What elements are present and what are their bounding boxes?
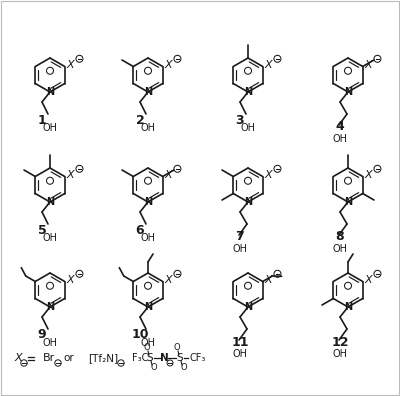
Text: 3: 3 bbox=[236, 114, 244, 126]
Text: X: X bbox=[165, 60, 172, 70]
Text: X: X bbox=[165, 170, 172, 180]
Text: N: N bbox=[344, 302, 352, 312]
Text: OH: OH bbox=[42, 233, 58, 243]
Text: X: X bbox=[365, 275, 372, 285]
Text: N: N bbox=[46, 302, 54, 312]
Text: OH: OH bbox=[140, 338, 156, 348]
Text: N: N bbox=[144, 87, 152, 97]
Text: 2: 2 bbox=[136, 114, 144, 126]
Text: 7: 7 bbox=[236, 230, 244, 244]
Text: 11: 11 bbox=[231, 335, 249, 348]
Text: OH: OH bbox=[332, 244, 348, 254]
Text: O: O bbox=[181, 364, 187, 373]
Text: Br: Br bbox=[43, 353, 55, 363]
Text: OH: OH bbox=[42, 123, 58, 133]
Text: X: X bbox=[67, 275, 74, 285]
Text: X: X bbox=[165, 275, 172, 285]
Text: S: S bbox=[147, 353, 153, 363]
Text: X: X bbox=[14, 353, 22, 363]
Text: O: O bbox=[144, 343, 150, 352]
Text: N: N bbox=[244, 197, 252, 207]
Text: OH: OH bbox=[232, 244, 248, 254]
Text: X: X bbox=[67, 60, 74, 70]
Text: O: O bbox=[151, 364, 157, 373]
Text: X: X bbox=[265, 275, 272, 285]
Text: CF₃: CF₃ bbox=[190, 353, 206, 363]
Text: OH: OH bbox=[232, 349, 248, 359]
Text: 9: 9 bbox=[38, 329, 46, 341]
Text: OH: OH bbox=[140, 123, 156, 133]
Text: [Tf₂N]: [Tf₂N] bbox=[88, 353, 118, 363]
Text: N: N bbox=[344, 87, 352, 97]
Text: X: X bbox=[365, 60, 372, 70]
Text: 12: 12 bbox=[331, 335, 349, 348]
Text: X: X bbox=[265, 170, 272, 180]
Text: or: or bbox=[64, 353, 74, 363]
Text: O: O bbox=[174, 343, 180, 352]
Text: OH: OH bbox=[332, 349, 348, 359]
Text: 4: 4 bbox=[336, 120, 344, 133]
Text: N: N bbox=[160, 353, 168, 363]
Text: 10: 10 bbox=[131, 329, 149, 341]
Text: N: N bbox=[244, 302, 252, 312]
Text: X: X bbox=[67, 170, 74, 180]
Text: 8: 8 bbox=[336, 230, 344, 244]
Text: N: N bbox=[244, 87, 252, 97]
Text: N: N bbox=[144, 197, 152, 207]
Text: N: N bbox=[46, 197, 54, 207]
Text: OH: OH bbox=[332, 134, 348, 144]
Text: OH: OH bbox=[240, 123, 256, 133]
Text: 5: 5 bbox=[38, 223, 46, 236]
Text: N: N bbox=[46, 87, 54, 97]
Text: X: X bbox=[365, 170, 372, 180]
Text: N: N bbox=[144, 302, 152, 312]
Text: 6: 6 bbox=[136, 223, 144, 236]
Text: OH: OH bbox=[140, 233, 156, 243]
Text: F₃C: F₃C bbox=[132, 353, 148, 363]
Text: 1: 1 bbox=[38, 114, 46, 126]
Text: N: N bbox=[344, 197, 352, 207]
Text: X: X bbox=[265, 60, 272, 70]
Text: S: S bbox=[177, 353, 183, 363]
Text: OH: OH bbox=[42, 338, 58, 348]
